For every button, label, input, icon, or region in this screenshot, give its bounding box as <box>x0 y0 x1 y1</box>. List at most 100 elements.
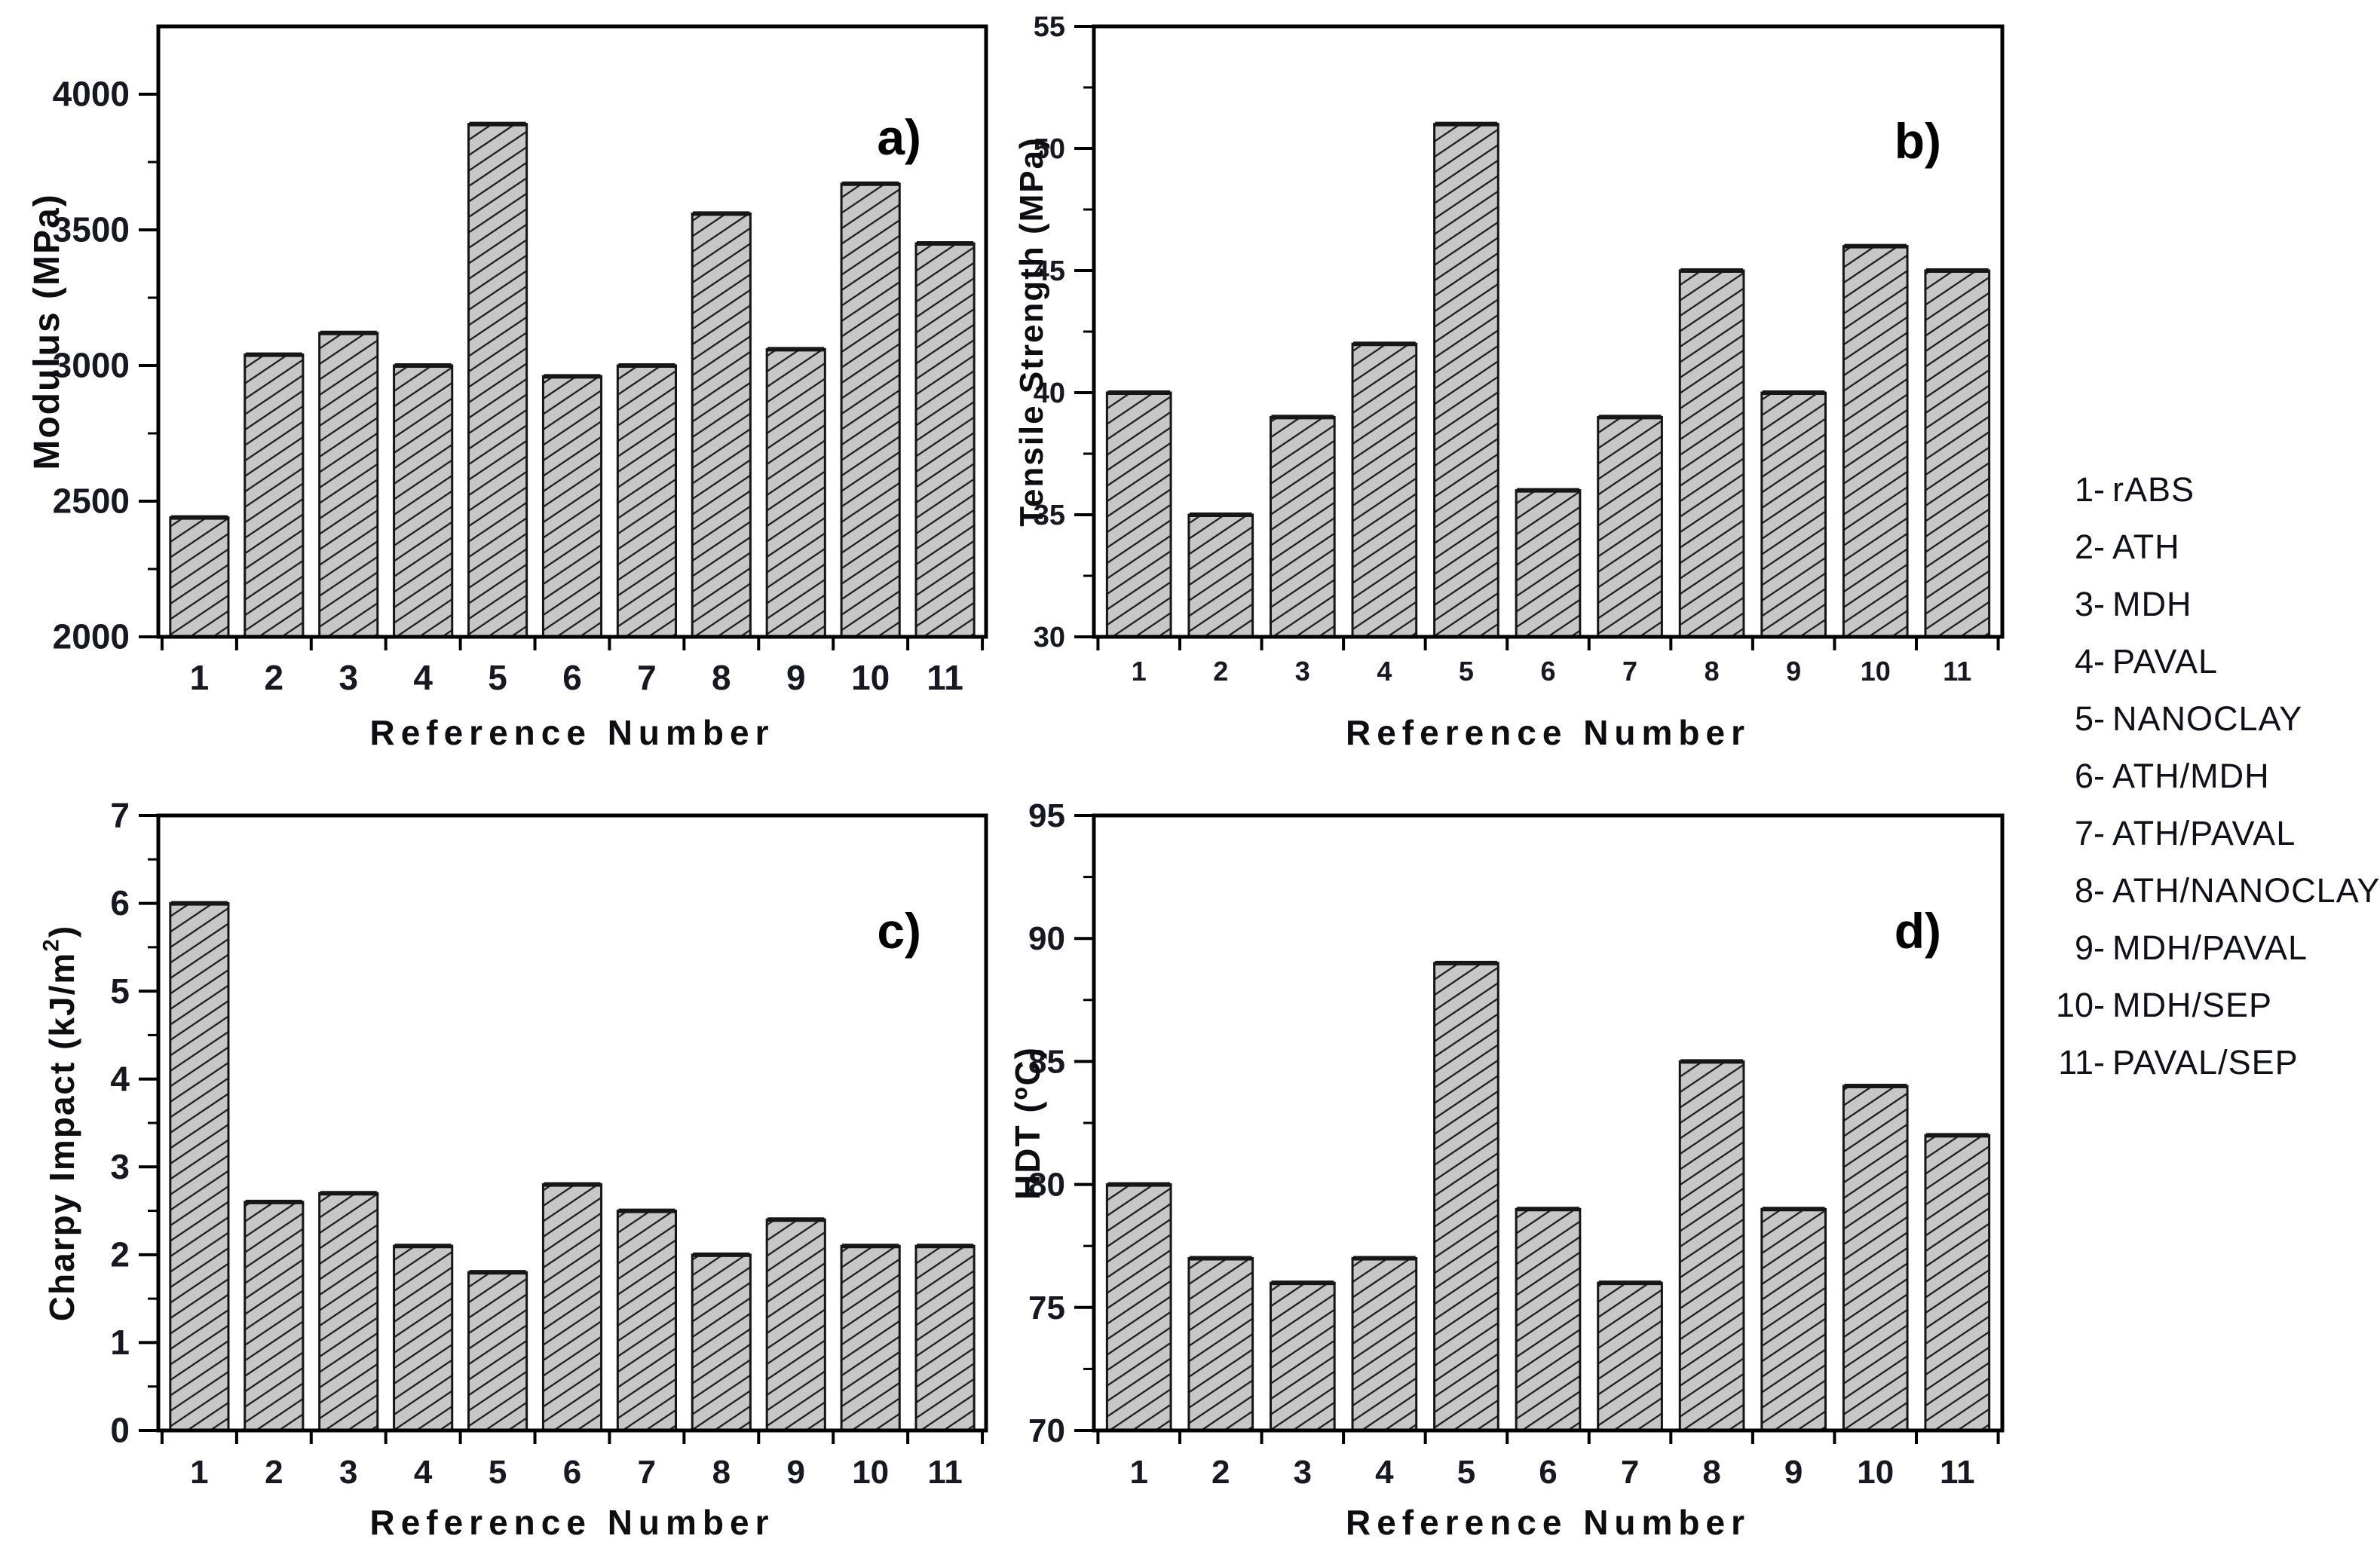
bar-hatch <box>393 364 454 638</box>
bar-hatch <box>169 516 230 638</box>
y-tick-label: 70 <box>1028 1412 1065 1449</box>
bar-hatch <box>244 1201 305 1432</box>
legend-item-label: PAVAL/SEP <box>2112 1043 2299 1082</box>
legend-item: 4- PAVAL <box>2022 633 2376 690</box>
bar-hatch <box>1105 391 1172 638</box>
bar-hatch <box>393 1244 454 1432</box>
x-tick-label: 1 <box>190 1454 208 1491</box>
bar-hatch <box>1433 962 1499 1432</box>
bar-hatch <box>840 182 901 638</box>
x-tick-label: 2 <box>265 1454 283 1491</box>
plot-box <box>1092 24 2005 639</box>
y-tick-label: 3 <box>110 1147 130 1186</box>
x-tick-label: 9 <box>1784 1454 1803 1491</box>
x-axis-label: Reference Number <box>369 713 774 752</box>
x-tick-label: 11 <box>1940 1454 1975 1491</box>
bar-hatch <box>1924 269 1991 638</box>
x-tick-label: 2 <box>265 658 284 697</box>
bar-hatch <box>467 1271 528 1432</box>
x-tick-label: 1 <box>1129 1454 1147 1491</box>
y-tick-label: 45 <box>1034 255 1065 287</box>
bar-hatch <box>1760 391 1827 638</box>
y-tick-label: 80 <box>1028 1167 1065 1204</box>
panel-letter: a) <box>877 109 921 165</box>
x-tick-label: 4 <box>1377 656 1392 687</box>
x-tick-label: 5 <box>489 1454 507 1491</box>
x-tick-label: 9 <box>787 1454 805 1491</box>
x-tick-label: 4 <box>413 658 433 697</box>
y-tick-label: 95 <box>1028 797 1065 834</box>
legend-item: 6- ATH/MDH <box>2022 748 2376 805</box>
legend-item-number: 4- <box>2074 642 2105 681</box>
y-axis-label: Charpy Impact (kJ/m2) <box>38 925 81 1321</box>
legend-item: 1- rABS <box>2022 461 2376 519</box>
legend-item-label: MDH/SEP <box>2112 986 2273 1024</box>
bar-hatch <box>467 123 528 638</box>
x-tick-label: 11 <box>927 1454 963 1491</box>
bar-hatch <box>1187 1257 1254 1432</box>
legend-item-label: PAVAL <box>2112 642 2219 681</box>
x-tick-label: 8 <box>1702 1454 1720 1491</box>
bar-hatch <box>1351 1257 1418 1432</box>
x-tick-label: 2 <box>1213 656 1228 687</box>
x-tick-label: 8 <box>712 658 731 697</box>
x-axis-label: Reference Number <box>1346 1503 1751 1542</box>
bar-hatch <box>1269 1281 1336 1432</box>
bar-hatch <box>616 364 677 638</box>
legend-item-label: ATH/NANOCLAY <box>2112 871 2380 910</box>
plot-box <box>156 813 988 1433</box>
y-tick-label: 0 <box>110 1411 130 1450</box>
y-tick-label: 3500 <box>53 210 130 249</box>
bar-hatch <box>691 212 752 638</box>
x-tick-label: 2 <box>1211 1454 1230 1491</box>
y-tick-label: 4000 <box>53 75 130 114</box>
legend-item: 9- MDH/PAVAL <box>2022 919 2376 977</box>
panel-d-hdt: 70 75 80 85 90 95 1 2 3 4 5 6 7 8 9 10 11 HDT (ºC) Referen… <box>1014 776 2020 1545</box>
x-axis-label: Reference Number <box>369 1503 774 1542</box>
legend-item-label: MDH/PAVAL <box>2112 929 2308 967</box>
x-tick-label: 3 <box>1295 656 1310 687</box>
x-tick-label: 11 <box>1943 656 1971 687</box>
x-tick-label: 7 <box>1621 1454 1639 1491</box>
legend-rows: 1- rABS 2- ATH 3- MDH 4- PAVAL 5- NANOCL… <box>2022 461 2379 1091</box>
bar-hatch <box>244 353 305 638</box>
y-tick-label: 7 <box>110 796 130 835</box>
x-tick-label: 10 <box>852 1454 889 1491</box>
legend-item-number: 5- <box>2074 699 2105 738</box>
bar-hatch <box>318 1192 379 1432</box>
y-tick-label: 35 <box>1034 500 1065 531</box>
bar-hatch <box>541 1183 603 1432</box>
x-tick-label: 8 <box>1705 656 1720 687</box>
bar-hatch <box>1678 1060 1745 1432</box>
legend-item-number: 11- <box>2058 1043 2105 1082</box>
bar-hatch <box>1597 415 1663 638</box>
bar-hatch <box>1187 513 1254 638</box>
bar-hatch <box>1597 1281 1663 1432</box>
bar-hatch <box>616 1210 677 1432</box>
bar-hatch <box>765 347 826 638</box>
y-tick-label: 30 <box>1034 622 1065 653</box>
legend-item-number: 8- <box>2074 871 2105 910</box>
panel-b-tensile-strength: 30 35 40 45 50 55 1 2 3 4 5 6 7 8 9 10 11 Tensile Strengt… <box>1014 0 2020 776</box>
y-tick-label: 3000 <box>53 346 130 385</box>
legend-item: 11- PAVAL/SEP <box>2022 1034 2376 1091</box>
x-tick-label: 7 <box>1622 656 1637 687</box>
y-axis-label: HDT (ºC) <box>1014 1046 1047 1200</box>
x-tick-label: 10 <box>851 658 890 697</box>
bar-hatch <box>840 1244 901 1432</box>
plot-box <box>156 24 988 639</box>
bar-hatch <box>1760 1207 1827 1432</box>
legend-item-label: MDH <box>2112 585 2192 623</box>
x-tick-label: 9 <box>1786 656 1801 687</box>
y-tick-label: 6 <box>110 883 130 922</box>
x-tick-label: 4 <box>414 1454 433 1491</box>
bar-hatch <box>1351 342 1418 638</box>
legend-item: 8- ATH/NANOCLAY <box>2022 862 2379 919</box>
y-tick-label: 2000 <box>53 617 130 656</box>
bar-hatch <box>1515 489 1582 638</box>
legend-item-number: 10- <box>2055 986 2105 1024</box>
x-tick-label: 6 <box>563 1454 581 1491</box>
y-tick-label: 5 <box>110 971 130 1011</box>
x-axis-label: Reference Number <box>1346 713 1751 752</box>
x-tick-label: 4 <box>1375 1454 1394 1491</box>
